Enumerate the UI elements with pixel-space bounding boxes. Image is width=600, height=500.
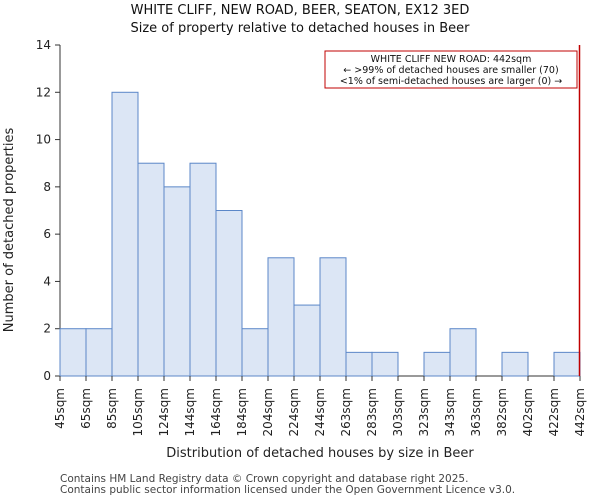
bar xyxy=(241,328,269,377)
x-tick-label: 263sqm xyxy=(339,388,353,436)
bar xyxy=(501,351,529,377)
x-tick-label: 422sqm xyxy=(547,388,561,436)
annotation-box xyxy=(324,50,578,89)
footer-line-2: Contains public sector information licen… xyxy=(60,484,516,496)
annotation-line: WHITE CLIFF NEW ROAD: 442sqm xyxy=(371,54,532,65)
x-tick-label: 323sqm xyxy=(417,388,431,436)
x-tick-label: 244sqm xyxy=(313,388,327,436)
bar xyxy=(85,328,113,377)
x-tick-label: 65sqm xyxy=(79,388,93,429)
y-tick-label: 2 xyxy=(43,322,51,336)
bar xyxy=(449,328,477,377)
bar xyxy=(163,186,191,377)
y-tick-label: 8 xyxy=(43,180,51,194)
y-tick-label: 4 xyxy=(43,274,51,288)
x-tick-label: 402sqm xyxy=(521,388,535,436)
bar xyxy=(553,351,581,377)
x-tick-label: 124sqm xyxy=(157,388,171,436)
x-tick-label: 283sqm xyxy=(365,388,379,436)
x-tick-label: 224sqm xyxy=(287,388,301,436)
x-tick-label: 363sqm xyxy=(469,388,483,436)
y-tick-label: 10 xyxy=(36,133,51,147)
plot-area: 0 2 4 6 8 10 12 14 45sqm 65sqm 85sqm 105sqm 124sqm 14… xyxy=(36,38,587,436)
bar xyxy=(137,162,165,377)
x-tick-label: 105sqm xyxy=(131,388,145,436)
y-tick-label: 12 xyxy=(36,85,51,99)
bar xyxy=(319,257,347,377)
bar xyxy=(423,351,451,377)
y-tick-label: 14 xyxy=(36,38,51,52)
y-tick-label: 6 xyxy=(43,227,51,241)
x-tick-label: 184sqm xyxy=(235,388,249,436)
x-tick-label: 45sqm xyxy=(53,388,67,429)
chart-title: WHITE CLIFF, NEW ROAD, BEER, SEATON, EX1… xyxy=(131,3,470,18)
x-tick-label: 303sqm xyxy=(391,388,405,436)
x-tick-label: 442sqm xyxy=(573,388,587,436)
annotation-line: ← >99% of detached houses are smaller (7… xyxy=(343,65,558,76)
x-tick-label: 382sqm xyxy=(495,388,509,436)
x-tick-label: 164sqm xyxy=(209,388,223,436)
bar xyxy=(267,257,295,377)
bar xyxy=(371,351,399,377)
bar xyxy=(345,351,373,377)
y-tick-label: 0 xyxy=(43,369,51,383)
annotation-line: <1% of semi-detached houses are larger (… xyxy=(340,76,562,87)
x-tick-label: 144sqm xyxy=(183,388,197,436)
footer-line-1: Contains HM Land Registry data © Crown c… xyxy=(60,473,469,485)
bar xyxy=(189,162,217,377)
bar xyxy=(59,328,87,377)
chart-subtitle: Size of property relative to detached ho… xyxy=(130,21,470,36)
bar xyxy=(215,210,243,377)
x-tick-label: 204sqm xyxy=(261,388,275,436)
bar xyxy=(111,91,139,377)
bar xyxy=(293,304,321,377)
x-tick-label: 85sqm xyxy=(105,388,119,429)
x-axis-label: Distribution of detached houses by size … xyxy=(166,446,474,461)
x-tick-label: 343sqm xyxy=(443,388,457,436)
y-axis-label: Number of detached properties xyxy=(2,128,17,333)
